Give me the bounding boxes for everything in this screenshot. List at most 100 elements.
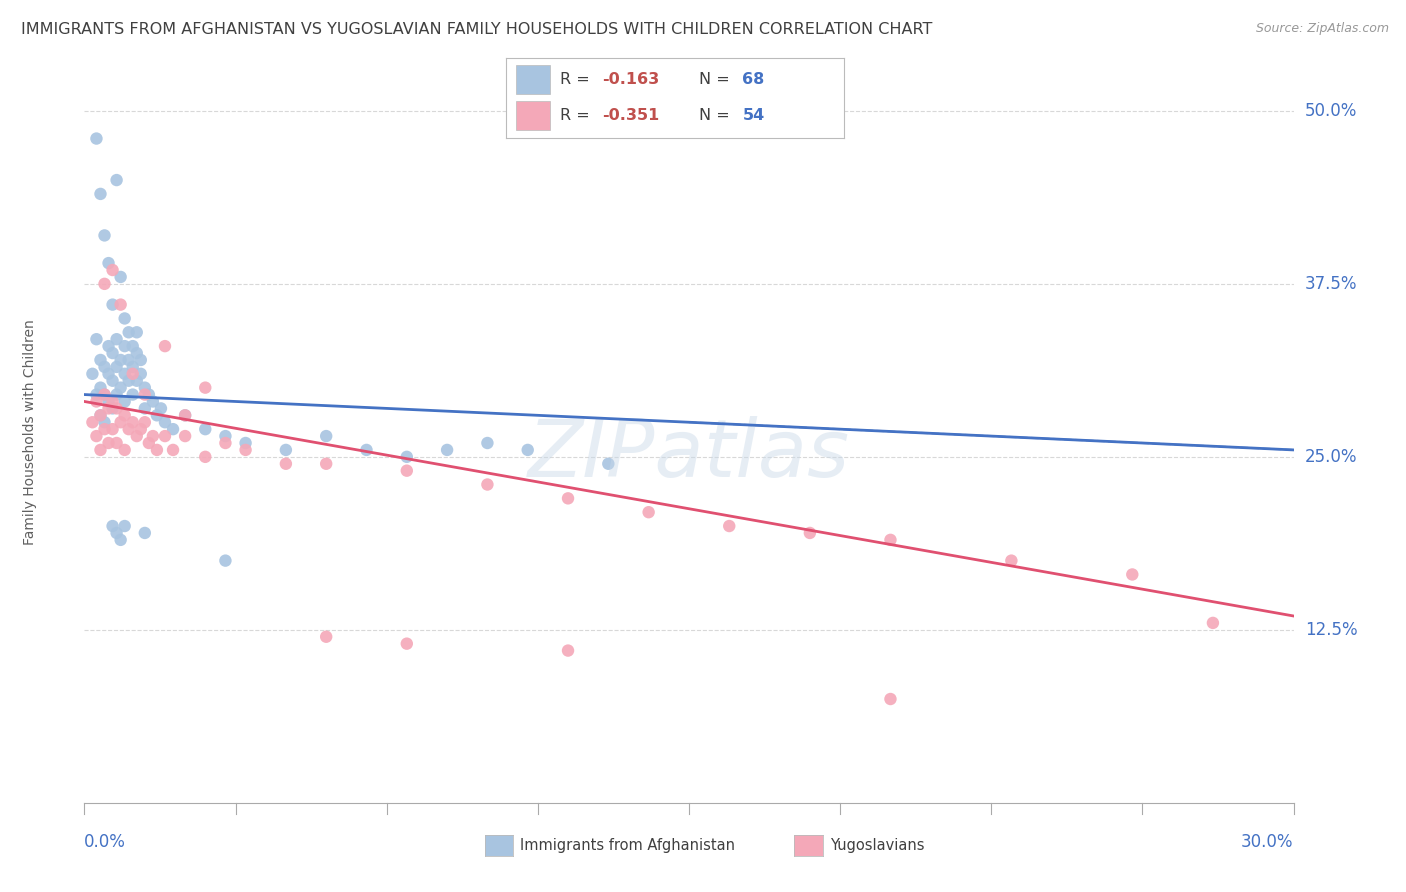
Point [395,464,418,478]
Point [153,415,176,429]
Text: -0.351: -0.351 [602,108,659,123]
Point [315,630,337,644]
Point [121,415,143,429]
Point [89,442,111,457]
Point [101,297,124,311]
Text: -0.163: -0.163 [602,72,659,87]
Point [138,387,160,401]
Point [214,554,236,568]
Point [110,353,132,368]
Point [86,332,108,346]
Point [879,533,901,547]
Point [121,387,143,401]
Point [125,326,148,340]
Point [105,173,128,187]
Point [101,519,124,533]
Text: R =: R = [560,108,595,123]
Point [134,401,156,416]
Point [274,442,297,457]
Point [114,409,136,423]
Point [101,394,124,409]
Point [101,263,124,277]
Point [315,429,337,443]
Point [1202,615,1225,630]
Point [557,491,579,506]
Point [315,457,337,471]
Point [89,409,111,423]
Point [89,353,111,368]
Text: Family Households with Children: Family Households with Children [22,319,37,546]
Point [598,457,620,471]
Point [516,442,538,457]
Point [97,256,120,270]
Text: N =: N = [699,72,734,87]
Point [105,525,128,540]
Point [86,429,108,443]
Point [129,367,152,381]
Point [93,387,115,401]
Point [97,367,120,381]
Point [93,387,115,401]
Point [274,457,297,471]
Point [637,505,659,519]
Point [395,637,418,651]
Text: 37.5%: 37.5% [1305,275,1357,293]
Point [395,450,418,464]
Point [82,367,104,381]
Point [194,450,217,464]
Point [121,359,143,374]
Text: 50.0%: 50.0% [1305,102,1357,120]
Point [134,387,156,401]
Point [1121,567,1143,582]
Point [105,387,128,401]
Point [97,339,120,353]
Bar [516,102,550,130]
Point [105,436,128,450]
Point [214,429,236,443]
Point [121,367,143,381]
Point [162,422,184,436]
Point [82,415,104,429]
Point [86,394,108,409]
Point [436,442,458,457]
Point [174,409,197,423]
Text: 25.0%: 25.0% [1305,448,1357,466]
Point [125,429,148,443]
Point [146,442,169,457]
Point [110,297,132,311]
Bar [516,65,550,95]
Text: N =: N = [699,108,734,123]
Point [138,436,160,450]
Point [118,374,141,388]
Text: 0.0%: 0.0% [84,833,127,851]
Point [97,401,120,416]
Text: 30.0%: 30.0% [1241,833,1294,851]
Point [101,401,124,416]
Point [129,353,152,368]
Point [134,381,156,395]
Point [214,436,236,450]
Text: R =: R = [560,72,595,87]
Point [142,429,165,443]
Point [194,422,217,436]
Text: Immigrants from Afghanistan: Immigrants from Afghanistan [520,838,735,853]
Point [118,422,141,436]
Point [356,442,378,457]
Text: 12.5%: 12.5% [1305,621,1357,639]
Point [118,353,141,368]
Point [194,381,217,395]
Point [93,415,115,429]
Point [101,346,124,360]
Point [114,394,136,409]
Text: 54: 54 [742,108,765,123]
Point [1000,554,1022,568]
Point [89,186,111,201]
Point [718,519,741,533]
Point [134,415,156,429]
Point [153,429,176,443]
Point [114,367,136,381]
Point [93,277,115,291]
Point [235,436,257,450]
Point [93,422,115,436]
Point [118,326,141,340]
